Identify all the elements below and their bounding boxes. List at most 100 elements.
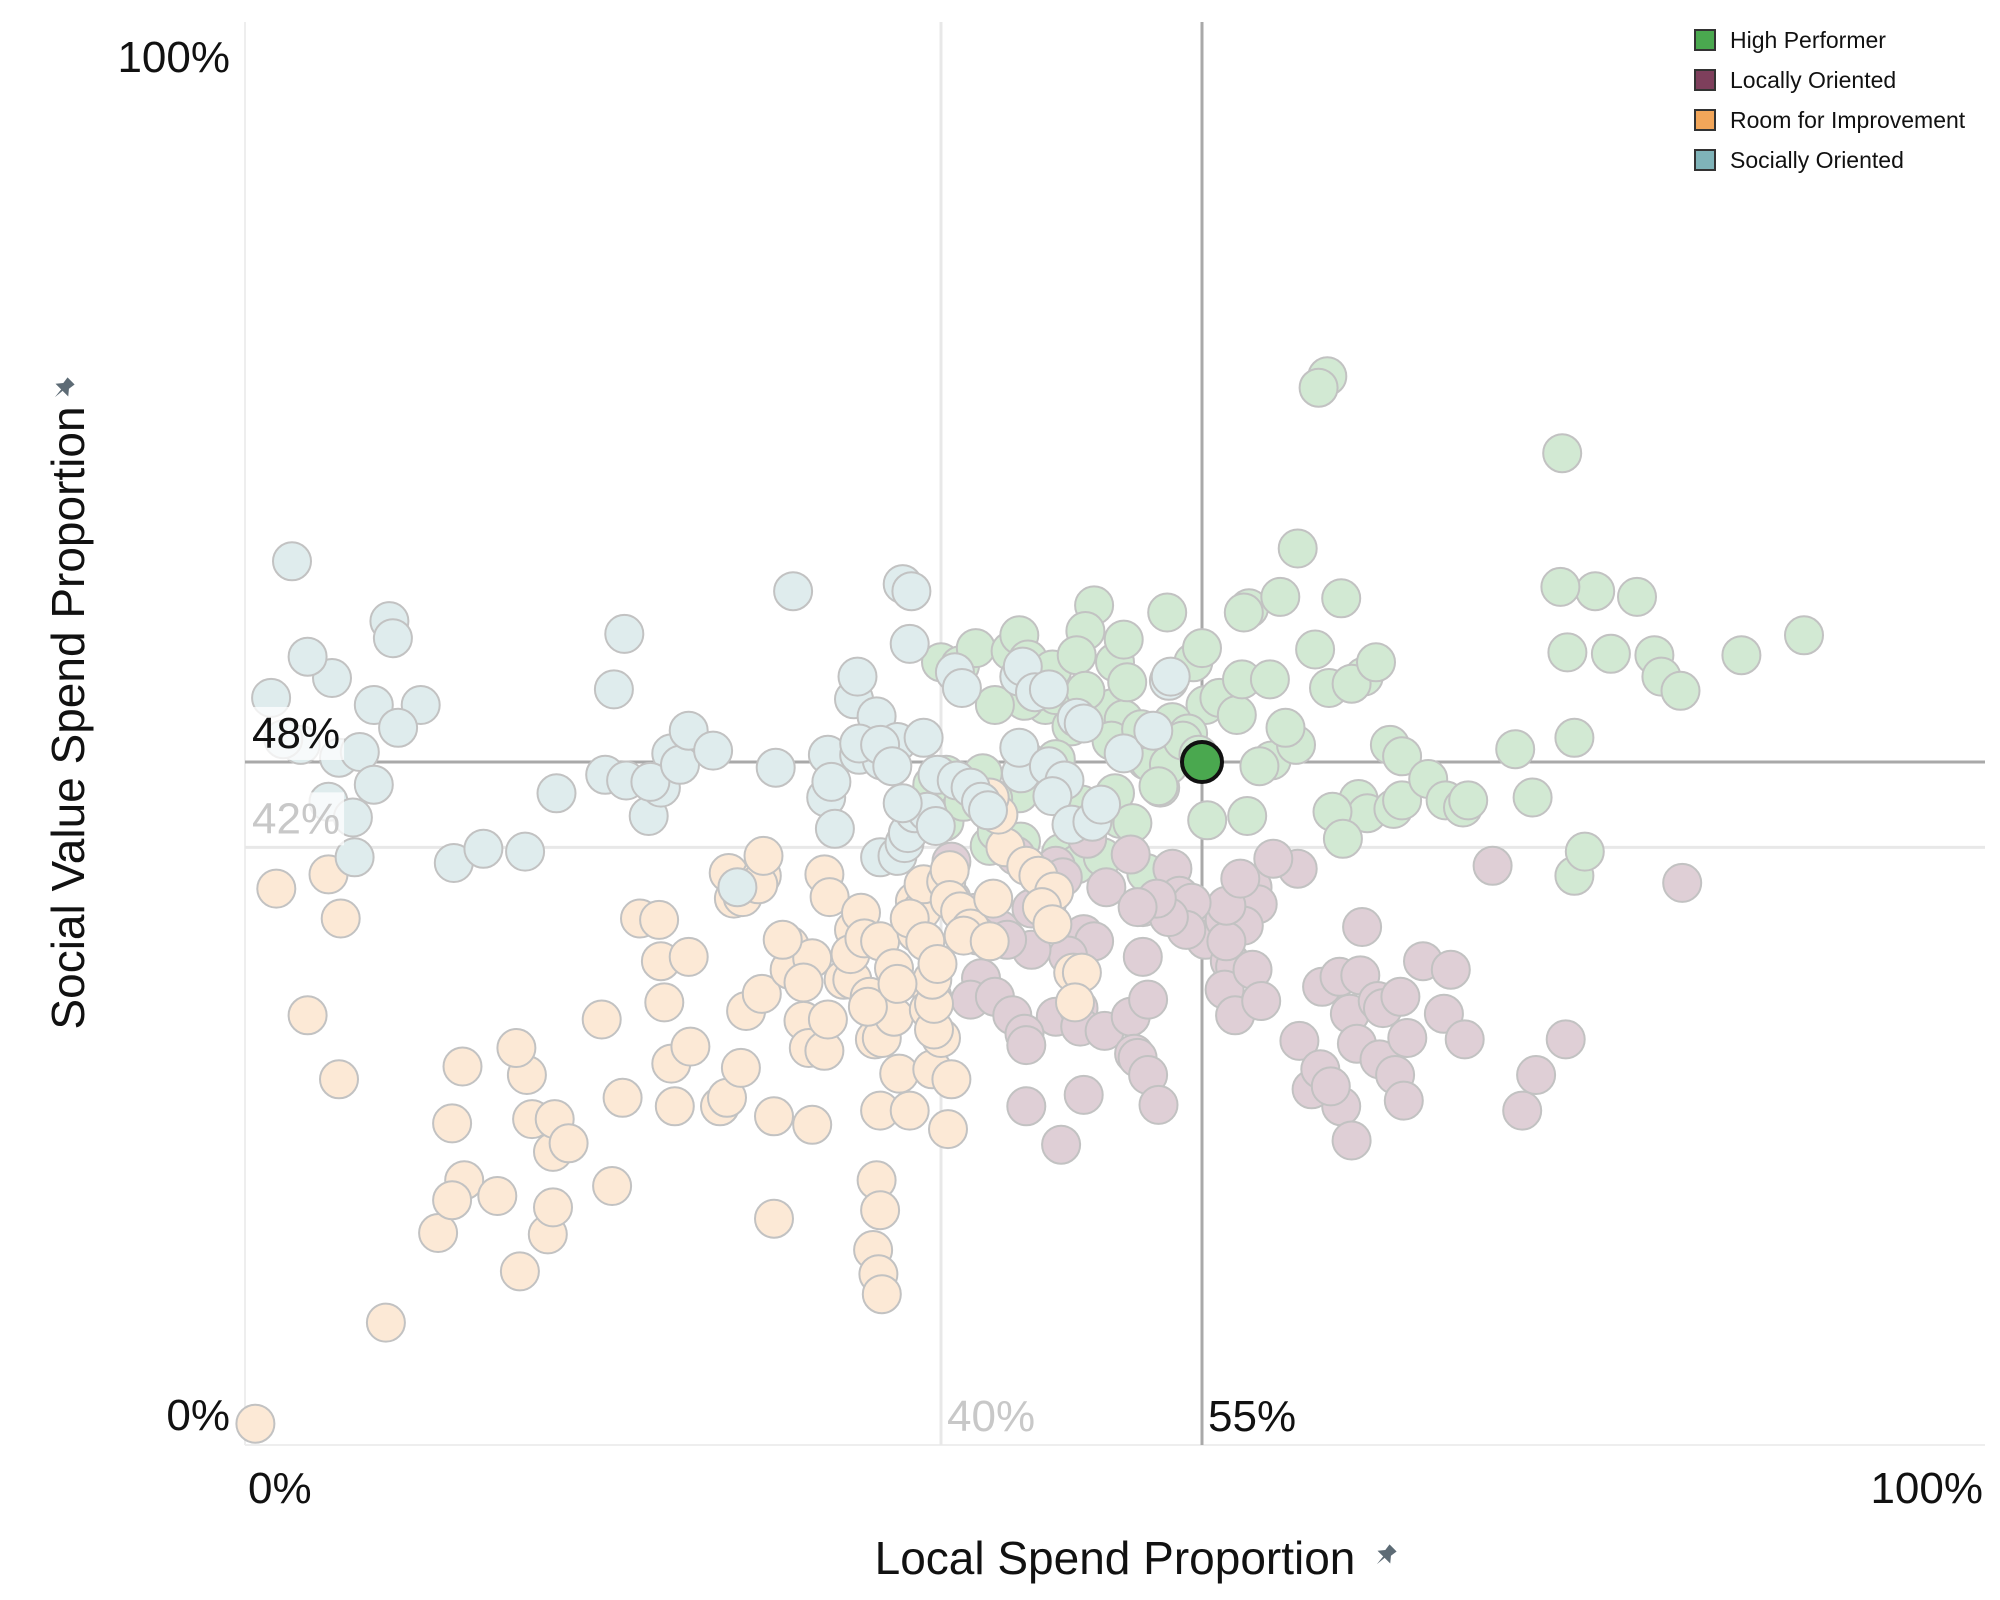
data-point[interactable] xyxy=(1575,571,1616,612)
data-point[interactable] xyxy=(1133,710,1174,751)
data-point[interactable] xyxy=(1721,635,1762,676)
legend-item-room-for-improvement[interactable]: Room for Improvement xyxy=(1694,100,1994,140)
data-point[interactable] xyxy=(915,806,956,846)
data-point[interactable] xyxy=(1006,1025,1047,1066)
data-point[interactable] xyxy=(968,790,1008,831)
data-point[interactable] xyxy=(256,868,297,909)
data-point[interactable] xyxy=(604,613,645,654)
data-point[interactable] xyxy=(847,986,888,1027)
data-point[interactable] xyxy=(272,541,312,582)
data-point[interactable] xyxy=(1241,981,1282,1021)
data-point[interactable] xyxy=(1382,736,1423,777)
data-point[interactable] xyxy=(891,571,932,612)
y-axis-pin[interactable] xyxy=(48,375,77,404)
data-point[interactable] xyxy=(792,1104,833,1145)
data-point[interactable] xyxy=(442,1046,483,1087)
data-point[interactable] xyxy=(1063,703,1104,744)
data-point[interactable] xyxy=(1383,1080,1424,1121)
data-point[interactable] xyxy=(1516,1055,1557,1095)
data-point[interactable] xyxy=(814,808,855,849)
data-point[interactable] xyxy=(1063,1074,1104,1115)
data-point[interactable] xyxy=(931,1059,972,1100)
data-point[interactable] xyxy=(973,878,1014,919)
data-point[interactable] xyxy=(477,1176,518,1216)
data-point[interactable] xyxy=(378,707,419,748)
data-point[interactable] xyxy=(668,936,709,977)
data-point[interactable] xyxy=(720,1047,761,1088)
data-point[interactable] xyxy=(548,1123,589,1164)
data-point[interactable] xyxy=(889,1090,930,1131)
data-point[interactable] xyxy=(1107,662,1148,703)
data-point[interactable] xyxy=(1784,615,1824,656)
data-point[interactable] xyxy=(1617,576,1657,617)
data-point[interactable] xyxy=(1295,629,1336,670)
data-point[interactable] xyxy=(372,618,413,659)
data-point[interactable] xyxy=(1356,642,1396,683)
data-point[interactable] xyxy=(496,1028,537,1068)
data-point[interactable] xyxy=(941,668,982,708)
data-point[interactable] xyxy=(365,1302,406,1343)
data-point[interactable] xyxy=(592,1166,633,1206)
data-point[interactable] xyxy=(670,1026,711,1067)
data-point[interactable] xyxy=(1279,1020,1320,1061)
x-axis-pin[interactable] xyxy=(1370,1542,1399,1571)
data-point[interactable] xyxy=(1564,831,1605,872)
data-point[interactable] xyxy=(1387,1018,1428,1058)
data-point[interactable] xyxy=(903,717,944,758)
data-point[interactable] xyxy=(811,761,852,802)
data-point[interactable] xyxy=(1081,784,1122,825)
data-point[interactable] xyxy=(1382,780,1423,821)
data-point[interactable] xyxy=(1032,776,1073,817)
data-point[interactable] xyxy=(1227,796,1268,836)
data-point[interactable] xyxy=(1028,669,1069,710)
data-point[interactable] xyxy=(1182,628,1222,669)
data-point[interactable] xyxy=(1310,1066,1351,1107)
data-point[interactable] xyxy=(581,999,622,1040)
data-point[interactable] xyxy=(1472,845,1513,886)
data-point[interactable] xyxy=(1662,862,1703,903)
data-point[interactable] xyxy=(1138,766,1179,807)
data-point[interactable] xyxy=(235,1403,276,1444)
data-point[interactable] xyxy=(353,764,394,805)
data-point[interactable] xyxy=(1265,707,1306,748)
data-point[interactable] xyxy=(1502,1090,1543,1131)
data-point[interactable] xyxy=(1260,576,1301,617)
data-point[interactable] xyxy=(1448,780,1489,821)
data-point[interactable] xyxy=(1128,979,1169,1020)
data-point[interactable] xyxy=(1006,1086,1047,1127)
data-point[interactable] xyxy=(533,1187,573,1228)
data-point[interactable] xyxy=(536,773,577,814)
data-point[interactable] xyxy=(463,828,504,869)
data-point[interactable] xyxy=(1298,367,1339,408)
data-point[interactable] xyxy=(861,1274,902,1315)
data-point[interactable] xyxy=(1187,800,1228,841)
data-point[interactable] xyxy=(432,1103,473,1144)
data-point[interactable] xyxy=(1122,936,1163,977)
legend-item-high-performer[interactable]: High Performer xyxy=(1694,20,1994,60)
data-point[interactable] xyxy=(717,867,758,908)
data-point[interactable] xyxy=(928,1109,968,1150)
data-point[interactable] xyxy=(499,1251,540,1292)
data-point[interactable] xyxy=(593,669,634,710)
data-point[interactable] xyxy=(287,995,328,1036)
data-point[interactable] xyxy=(1322,818,1363,859)
data-point[interactable] xyxy=(754,1198,794,1239)
data-point[interactable] xyxy=(1239,746,1280,787)
pin-icon[interactable] xyxy=(48,375,77,404)
data-point[interactable] xyxy=(639,899,680,940)
data-point[interactable] xyxy=(877,963,918,1004)
data-point[interactable] xyxy=(1056,635,1097,676)
data-point[interactable] xyxy=(1430,949,1471,990)
legend-item-locally-oriented[interactable]: Locally Oriented xyxy=(1694,60,1994,100)
data-point[interactable] xyxy=(1545,1019,1586,1060)
data-point[interactable] xyxy=(602,1077,643,1118)
data-point[interactable] xyxy=(320,898,361,939)
highlighted-data-point[interactable] xyxy=(1180,739,1224,784)
data-point[interactable] xyxy=(1138,1084,1179,1125)
data-point[interactable] xyxy=(1103,733,1144,774)
data-point[interactable] xyxy=(1253,838,1294,879)
data-point[interactable] xyxy=(505,831,546,872)
data-point[interactable] xyxy=(872,746,913,787)
data-point[interactable] xyxy=(889,623,930,664)
data-point[interactable] xyxy=(974,685,1015,725)
